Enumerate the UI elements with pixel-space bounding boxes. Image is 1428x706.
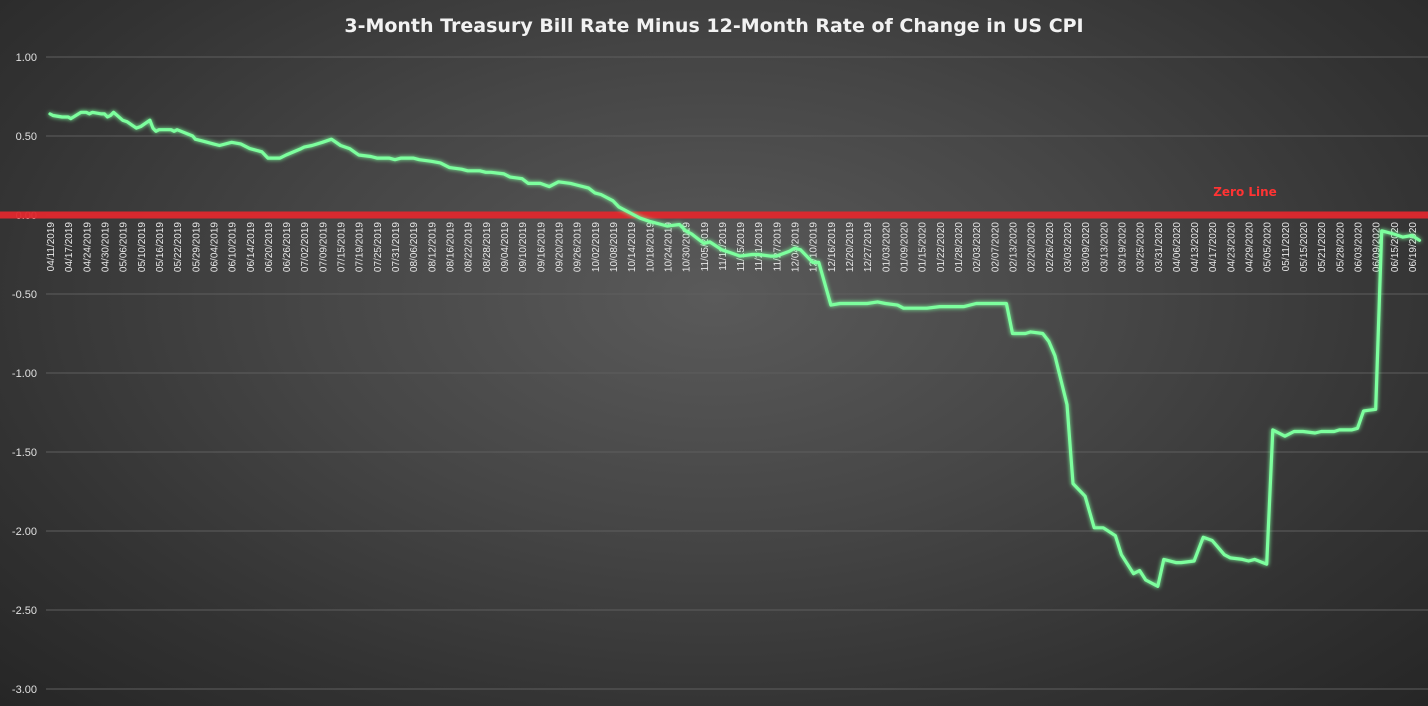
- x-tick-label: 04/11/2019: [46, 222, 57, 272]
- x-tick-label: 07/02/2019: [300, 222, 311, 272]
- x-tick-label: 05/22/2019: [173, 222, 184, 272]
- x-tick-label: 01/09/2020: [900, 222, 911, 272]
- x-tick-label: 10/18/2019: [645, 222, 656, 272]
- x-tick-label: 04/30/2019: [100, 222, 111, 272]
- x-tick-label: 07/25/2019: [373, 222, 384, 272]
- zero-line-label: Zero Line: [1213, 185, 1277, 199]
- x-tick-label: 12/27/2019: [863, 222, 874, 272]
- x-tick-label: 10/08/2019: [609, 222, 620, 272]
- x-tick-label: 06/14/2019: [246, 222, 257, 272]
- x-tick-label: 10/24/2019: [663, 222, 674, 272]
- x-tick-label: 06/19/2020: [1408, 222, 1419, 272]
- x-tick-label: 09/20/2019: [554, 222, 565, 272]
- x-tick-label: 09/04/2019: [500, 222, 511, 272]
- x-tick-label: 07/09/2019: [318, 222, 329, 272]
- x-tick-label: 09/16/2019: [536, 222, 547, 272]
- y-tick-label: -2.50: [12, 605, 37, 617]
- x-tick-label: 04/23/2020: [1226, 222, 1237, 272]
- x-tick-label: 01/15/2020: [918, 222, 929, 272]
- x-tick-label: 12/04/2019: [791, 222, 802, 272]
- x-tick-label: 06/15/2020: [1390, 222, 1401, 272]
- x-tick-label: 02/20/2020: [1027, 222, 1038, 272]
- x-tick-label: 05/21/2020: [1317, 222, 1328, 272]
- series-layer: [48, 110, 1422, 588]
- x-tick-label: 03/25/2020: [1136, 222, 1147, 272]
- x-axis: 04/11/2019 04/17/2019 04/24/2019 04/30/2019…: [46, 222, 1419, 272]
- x-tick-label: 08/06/2019: [409, 222, 420, 272]
- x-tick-label: 03/13/2020: [1099, 222, 1110, 272]
- x-tick-label: 03/09/2020: [1081, 222, 1092, 272]
- x-tick-label: 01/22/2020: [936, 222, 947, 272]
- y-tick-label: -2.00: [12, 526, 37, 538]
- x-tick-label: 04/06/2020: [1172, 222, 1183, 272]
- x-tick-label: 11/15/2019: [736, 222, 747, 272]
- x-tick-label: 12/20/2019: [845, 222, 856, 272]
- x-tick-label: 05/16/2019: [155, 222, 166, 272]
- x-tick-label: 05/06/2019: [119, 222, 130, 272]
- x-tick-label: 07/15/2019: [337, 222, 348, 272]
- x-tick-label: 06/03/2020: [1354, 222, 1365, 272]
- x-tick-label: 05/15/2020: [1299, 222, 1310, 272]
- x-tick-label: 01/28/2020: [954, 222, 965, 272]
- x-tick-label: 09/26/2019: [573, 222, 584, 272]
- series-line: [48, 110, 1422, 588]
- y-tick-label: -1.00: [12, 368, 37, 380]
- x-tick-label: 02/26/2020: [1045, 222, 1056, 272]
- x-tick-label: 04/24/2019: [82, 222, 93, 272]
- x-tick-label: 05/11/2020: [1281, 222, 1292, 272]
- x-tick-label: 06/26/2019: [282, 222, 293, 272]
- x-tick-label: 03/03/2020: [1063, 222, 1074, 272]
- x-tick-label: 04/17/2019: [64, 222, 75, 272]
- y-tick-label: 1.00: [16, 52, 37, 64]
- x-tick-label: 05/05/2020: [1263, 222, 1274, 272]
- x-tick-label: 01/03/2020: [881, 222, 892, 272]
- x-tick-label: 07/19/2019: [355, 222, 366, 272]
- x-tick-label: 10/14/2019: [627, 222, 638, 272]
- x-tick-label: 02/07/2020: [990, 222, 1001, 272]
- x-tick-label: 10/30/2019: [682, 222, 693, 272]
- x-tick-label: 09/10/2019: [518, 222, 529, 272]
- y-tick-label: 0.50: [16, 131, 37, 143]
- gridlines: [46, 56, 1428, 690]
- x-tick-label: 12/16/2019: [827, 222, 838, 272]
- x-tick-label: 07/31/2019: [391, 222, 402, 272]
- x-tick-label: 11/05/2019: [700, 222, 711, 272]
- x-tick-label: 10/02/2019: [591, 222, 602, 272]
- x-tick-label: 02/03/2020: [972, 222, 983, 272]
- x-tick-label: 08/22/2019: [464, 222, 475, 272]
- x-tick-label: 05/28/2020: [1335, 222, 1346, 272]
- x-tick-label: 08/16/2019: [446, 222, 457, 272]
- x-tick-label: 02/13/2020: [1008, 222, 1019, 272]
- zero-reference: Zero Line: [0, 185, 1428, 219]
- x-tick-label: 04/17/2020: [1208, 222, 1219, 272]
- x-tick-label: 11/11/2019: [718, 222, 729, 271]
- x-tick-label: 05/29/2019: [191, 222, 202, 272]
- x-tick-label: 06/04/2019: [209, 222, 220, 272]
- x-tick-label: 11/27/2019: [772, 222, 783, 272]
- x-tick-label: 03/19/2020: [1117, 222, 1128, 272]
- x-tick-label: 08/12/2019: [427, 222, 438, 272]
- chart-title: 3-Month Treasury Bill Rate Minus 12-Mont…: [344, 15, 1083, 37]
- y-tick-label: -1.50: [12, 447, 37, 459]
- x-tick-label: 06/10/2019: [228, 222, 239, 272]
- y-tick-label: -0.50: [12, 289, 37, 301]
- y-axis: 1.000.500.00-0.50-1.00-1.50-2.00-2.50-3.…: [12, 52, 37, 696]
- y-tick-label: -3.00: [12, 684, 37, 696]
- x-tick-label: 04/13/2020: [1190, 222, 1201, 272]
- x-tick-label: 05/10/2019: [137, 222, 148, 272]
- x-tick-label: 08/28/2019: [482, 222, 493, 272]
- x-tick-label: 06/09/2020: [1372, 222, 1383, 272]
- x-tick-label: 11/21/2019: [754, 222, 765, 272]
- x-tick-label: 12/10/2019: [809, 222, 820, 272]
- x-tick-label: 03/31/2020: [1154, 222, 1165, 272]
- x-tick-label: 04/29/2020: [1245, 222, 1256, 272]
- x-tick-label: 06/20/2019: [264, 222, 275, 272]
